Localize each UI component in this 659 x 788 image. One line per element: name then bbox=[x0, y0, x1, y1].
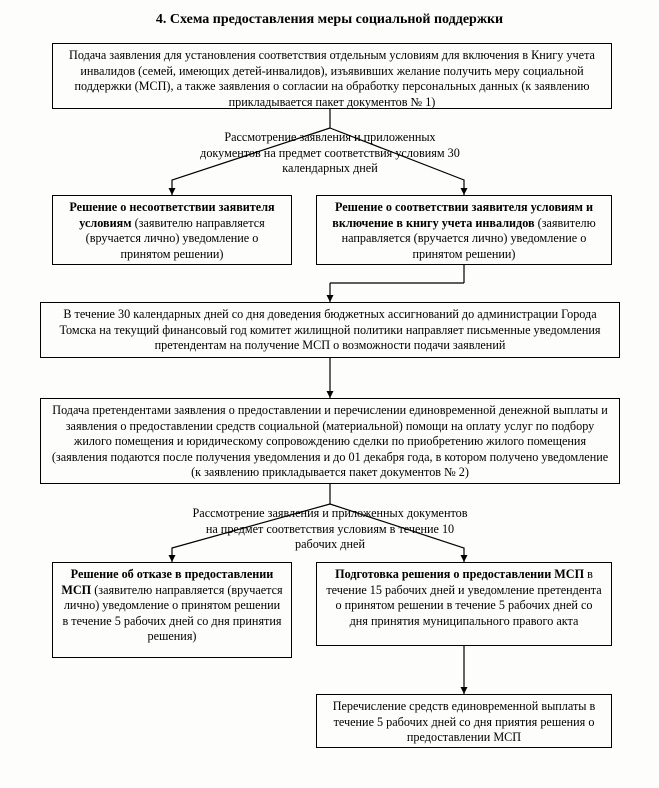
box-1: Подача заявления для установления соотве… bbox=[52, 43, 612, 109]
box-5a: Решение об отказе в предоставлении МСП (… bbox=[52, 562, 292, 658]
box-2a: Решение о несоответствии заявителя услов… bbox=[52, 195, 292, 265]
label-1: Рассмотрение заявления и приложенных док… bbox=[200, 130, 460, 177]
box-5b: Подготовка решения о предоставлении МСП … bbox=[316, 562, 612, 646]
connectors-layer bbox=[0, 0, 659, 788]
flowchart-page: 4. Схема предоставления меры социальной … bbox=[0, 0, 659, 788]
box-2b: Решение о соответствии заявителя условия… bbox=[316, 195, 612, 265]
label-2: Рассмотрение заявления и приложенных док… bbox=[190, 506, 470, 553]
box-4: Подача претендентами заявления о предост… bbox=[40, 398, 620, 484]
box-6: Перечисление средств единовременной выпл… bbox=[316, 694, 612, 748]
diagram-title: 4. Схема предоставления меры социальной … bbox=[0, 12, 659, 28]
box-3: В течение 30 календарных дней со дня дов… bbox=[40, 302, 620, 358]
